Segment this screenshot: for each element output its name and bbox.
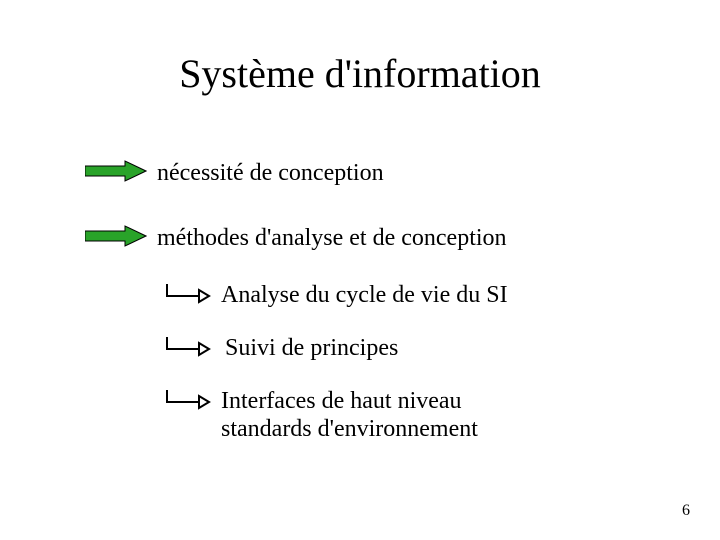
page-number: 6 xyxy=(682,502,690,520)
elbow-arrow-icon xyxy=(165,388,211,414)
bullet-row-1: nécessité de conception xyxy=(85,160,384,188)
sub-bullet-row-1: Analyse du cycle de vie du SI xyxy=(165,282,508,310)
sub-bullet-row-2: Suivi de principes xyxy=(165,335,398,363)
elbow-arrow-icon xyxy=(165,282,211,308)
block-arrow-icon xyxy=(85,225,147,247)
page-title: Système d'information xyxy=(0,50,720,97)
sub-bullet-line-2: standards d'environnement xyxy=(221,416,478,442)
slide: Système d'information nécessité de conce… xyxy=(0,0,720,540)
sub-bullet-text: Analyse du cycle de vie du SI xyxy=(211,282,508,310)
sub-bullet-text: Suivi de principes xyxy=(211,335,398,363)
bullet-row-2: méthodes d'analyse et de conception xyxy=(85,225,507,253)
sub-bullet-text: Interfaces de haut niveau standards d'en… xyxy=(211,388,478,443)
sub-bullet-line-1: Interfaces de haut niveau xyxy=(221,388,462,414)
bullet-text: nécessité de conception xyxy=(147,160,384,188)
bullet-text: méthodes d'analyse et de conception xyxy=(147,225,507,253)
elbow-arrow-icon xyxy=(165,335,211,361)
sub-bullet-row-3: Interfaces de haut niveau standards d'en… xyxy=(165,388,478,443)
block-arrow-icon xyxy=(85,160,147,182)
